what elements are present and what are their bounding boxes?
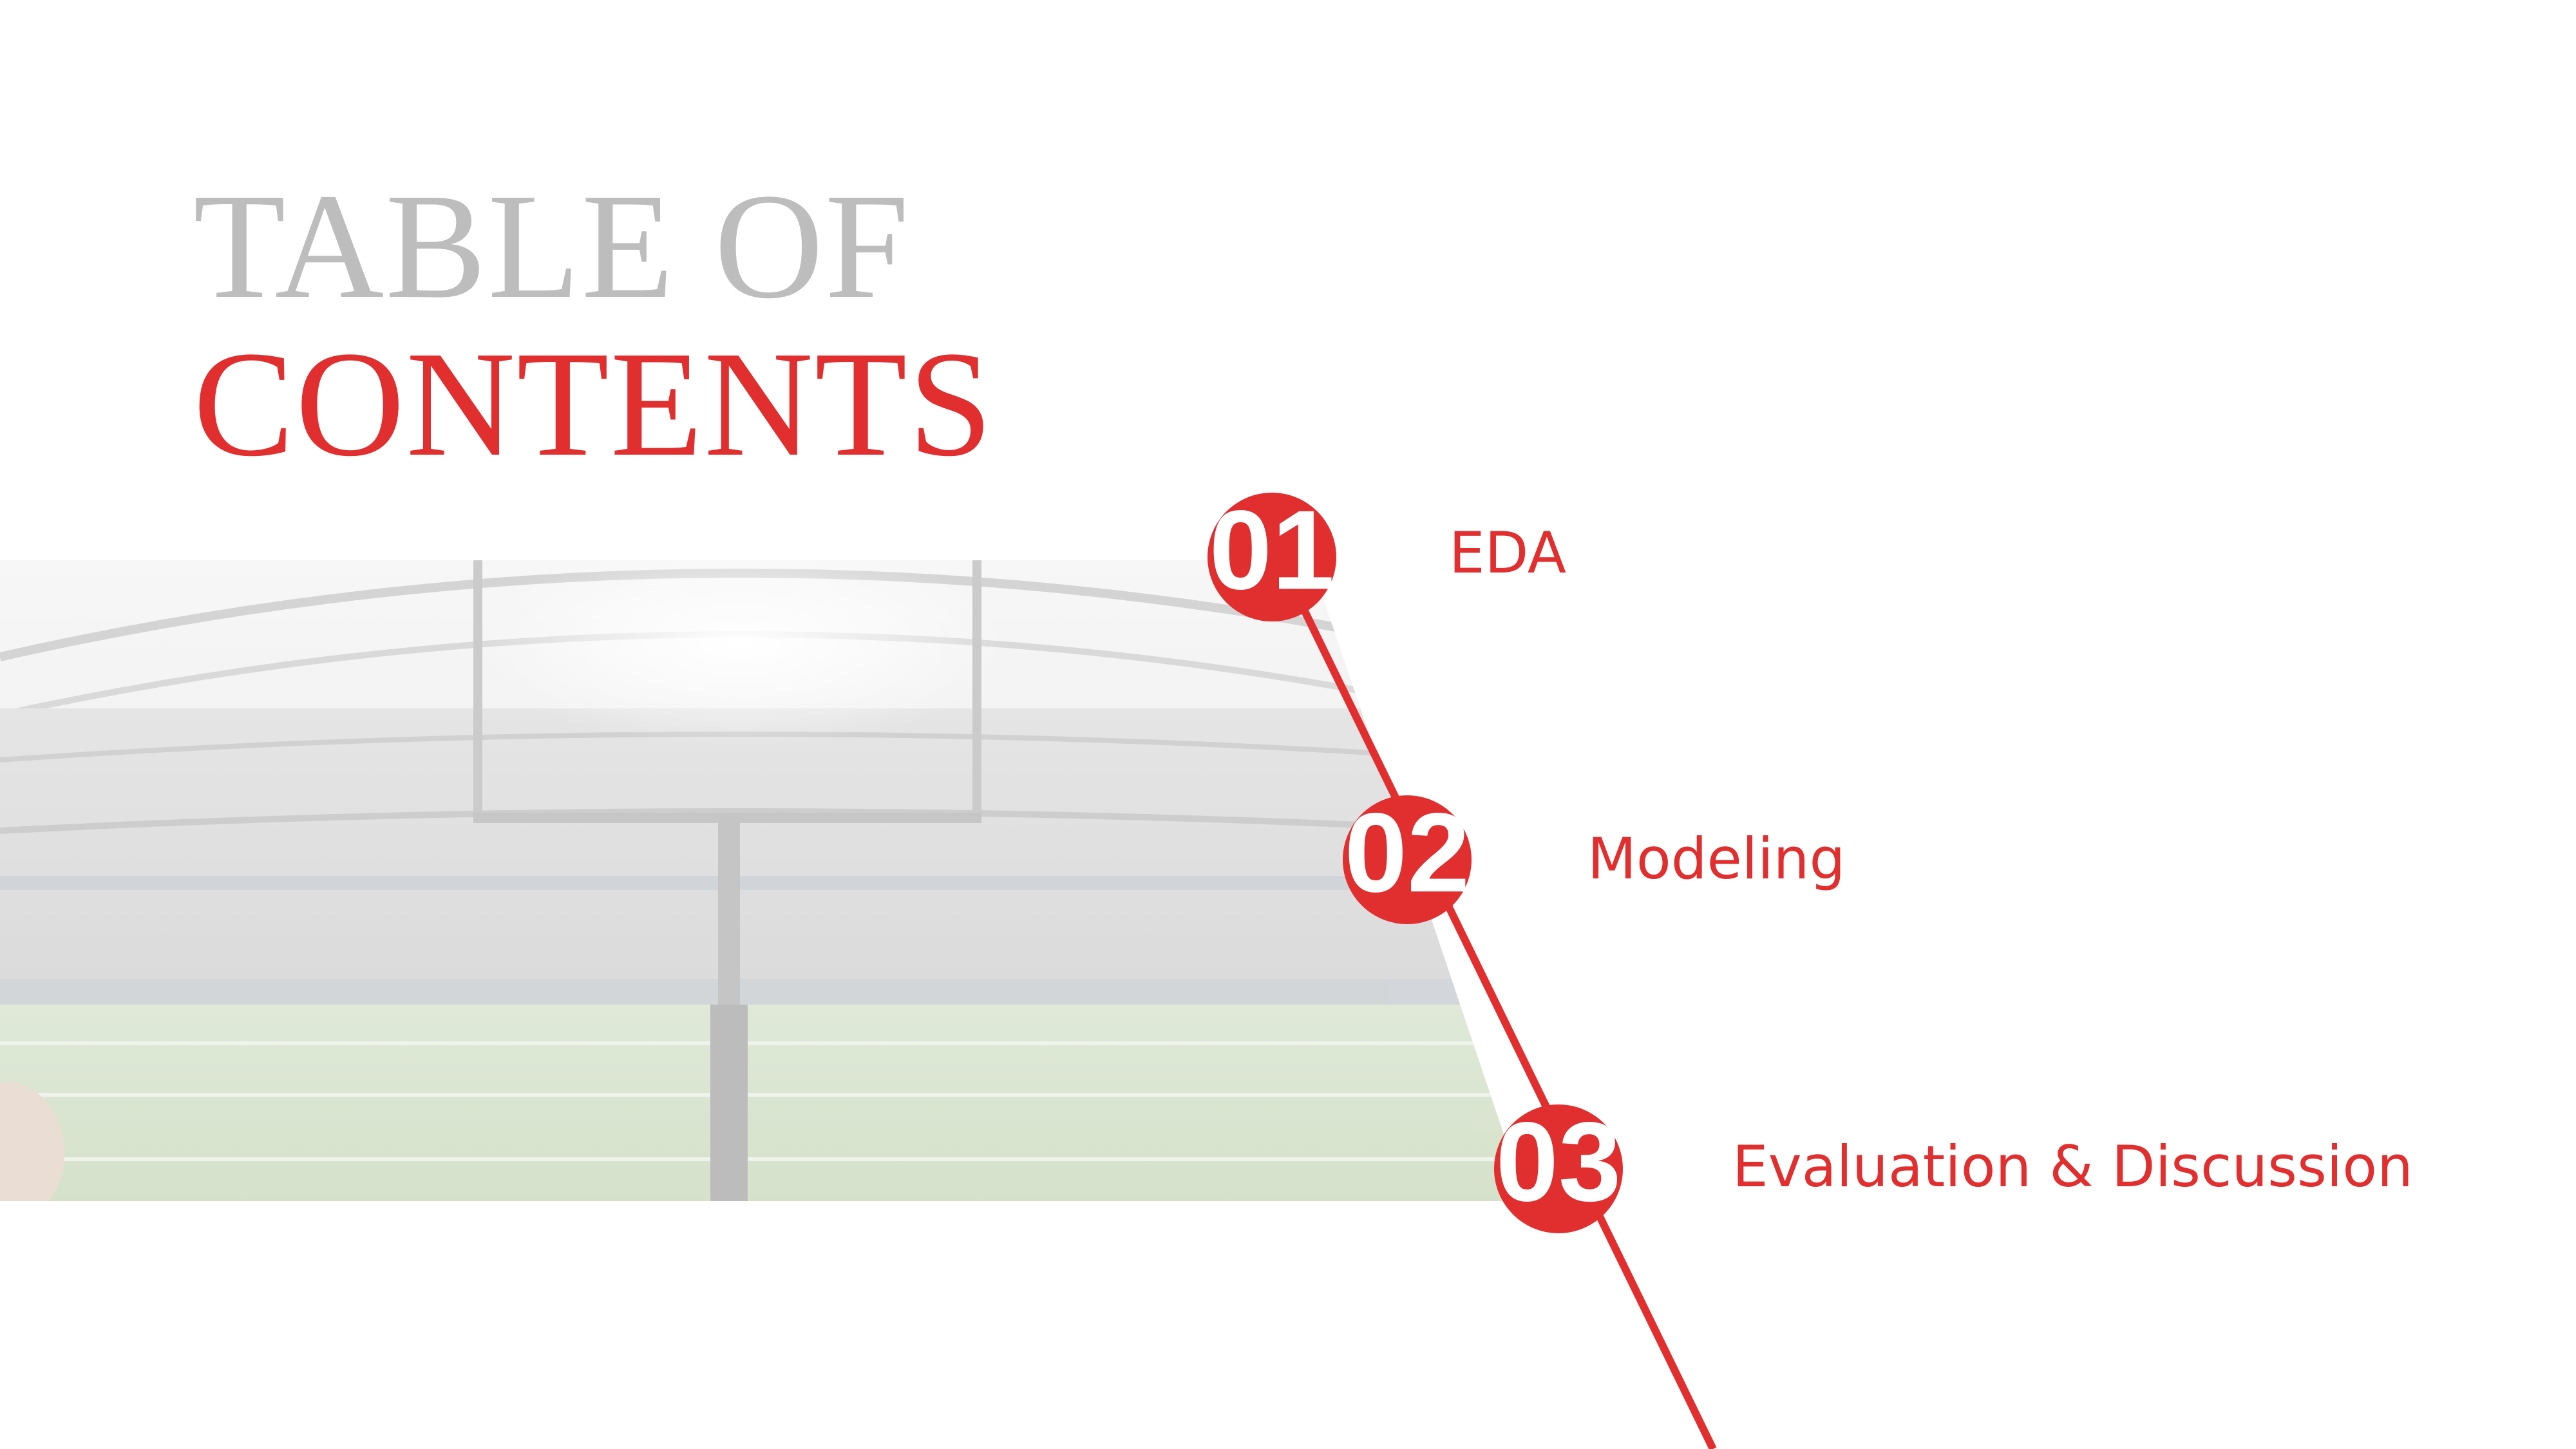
timeline-line <box>1274 555 1717 1449</box>
title-line-2: CONTENTS <box>193 320 994 488</box>
item-2-number: 02 <box>1345 790 1470 916</box>
item-3-number: 03 <box>1496 1099 1622 1225</box>
item-1-number: 01 <box>1209 488 1335 613</box>
item-2-label: Modeling <box>1587 826 1846 892</box>
item-3-label: Evaluation & Discussion <box>1732 1133 2413 1200</box>
item-2-marker: 02 <box>1343 790 1472 924</box>
title-line-1: TABLE OF <box>193 162 911 330</box>
item-1-marker: 01 <box>1208 488 1336 621</box>
item-3-marker: 03 <box>1494 1099 1623 1233</box>
item-1-label: EDA <box>1449 520 1567 586</box>
